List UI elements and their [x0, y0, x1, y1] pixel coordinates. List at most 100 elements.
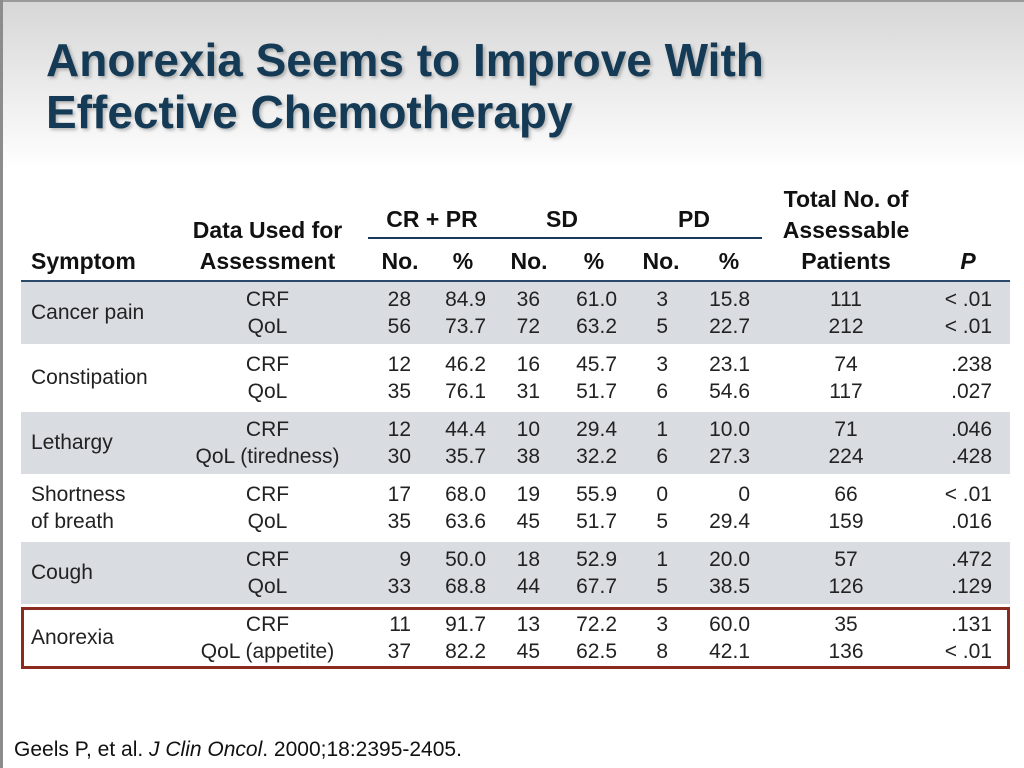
- cell-sd-pct: 72.2 62.5: [576, 611, 617, 665]
- cell-crpr-pct-qol: 35.7: [445, 445, 486, 468]
- cell-crpr-pct-crf: 44.4: [445, 418, 486, 441]
- cell-symptom: Constipation: [31, 364, 148, 391]
- reference-details: . 2000;18:2395-2405.: [262, 738, 462, 761]
- cell-sd-no-qol: 44: [516, 575, 540, 598]
- cell-p-value-crf: < .01: [944, 483, 992, 506]
- cell-pd-pct-crf: 23.1: [709, 353, 750, 376]
- cell-p-value: .046 .428: [951, 416, 992, 470]
- cell-pd-pct: 15.8 22.7: [709, 286, 750, 340]
- cell-symptom: Shortness of breath: [31, 481, 126, 535]
- cell-pd-no-qol: 5: [656, 575, 668, 598]
- cell-crpr-no-qol: 37: [387, 640, 411, 663]
- cell-symptom: Cough: [31, 559, 93, 586]
- header-group-sd: SD: [546, 206, 578, 232]
- cell-total-qol: 159: [828, 510, 864, 533]
- cell-p-value-qol: .129: [951, 575, 992, 598]
- cell-pd-no-qol: 5: [656, 510, 668, 533]
- cell-symptom: Cancer pain: [31, 299, 144, 326]
- header-sd-pct: %: [583, 248, 605, 274]
- table-row: Cough CRF QoL 9 33 50.0 68.8 18 44 52.9 67.7 1 5 20.0…: [21, 542, 1010, 604]
- table-row: Constipation CRF QoL 12 35 46.2 76.1 16 31 45.7 51…: [21, 347, 1010, 409]
- cell-pd-no-qol: 6: [656, 380, 668, 403]
- cell-data-used-crf: CRF: [245, 483, 290, 506]
- table-row: Anorexia CRF QoL (appetite) 11 37 91.7 82.2 13 4…: [21, 607, 1010, 669]
- cell-data-used: CRF QoL (tiredness): [180, 416, 355, 470]
- cell-p-value-crf: .046: [951, 418, 992, 441]
- cell-p-value-qol: .027: [951, 380, 992, 403]
- cell-total-crf: 35: [834, 613, 858, 636]
- cell-crpr-pct: 68.0 63.6: [445, 481, 486, 535]
- reference-citation: Geels P, et al. J Clin Oncol. 2000;18:23…: [14, 738, 462, 762]
- header-crpr-no: No.: [381, 248, 419, 274]
- cell-sd-pct: 29.4 32.2: [576, 416, 617, 470]
- table-row: Lethargy CRF QoL (tiredness) 12 30 44.4 35.7 10…: [21, 412, 1010, 474]
- cell-data-used: CRF QoL: [180, 546, 355, 600]
- cell-pd-no-qol: 8: [656, 640, 668, 663]
- cell-data-used: CRF QoL: [180, 286, 355, 340]
- cell-sd-no-qol: 72: [516, 315, 540, 338]
- cell-sd-no-qol: 45: [516, 640, 540, 663]
- cell-p-value-crf: .472: [951, 548, 992, 571]
- cell-crpr-no-crf: 28: [387, 288, 411, 311]
- cell-crpr-no-qol: 35: [387, 380, 411, 403]
- cell-crpr-no-crf: 12: [387, 418, 411, 441]
- cell-pd-no-crf: 3: [656, 613, 668, 636]
- cell-crpr-pct-qol: 82.2: [445, 640, 486, 663]
- cell-crpr-pct-qol: 68.8: [445, 575, 486, 598]
- cell-pd-pct-qol: 38.5: [709, 575, 750, 598]
- cell-symptom-line-1: Constipation: [31, 366, 148, 389]
- cell-data-used-qol: QoL: [247, 510, 288, 533]
- cell-total-crf: 57: [834, 548, 858, 571]
- header-data-used-line-1: Data Used for: [192, 217, 343, 243]
- cell-total-qol: 126: [828, 575, 864, 598]
- cell-total: 35 136: [796, 611, 896, 665]
- cell-pd-pct: 10.0 27.3: [709, 416, 750, 470]
- cell-sd-pct-qol: 62.5: [576, 640, 617, 663]
- cell-crpr-pct-crf: 68.0: [445, 483, 486, 506]
- cell-pd-pct: 60.0 42.1: [709, 611, 750, 665]
- cell-crpr-pct: 46.2 76.1: [445, 351, 486, 405]
- cell-pd-pct: 20.0 38.5: [709, 546, 750, 600]
- cell-sd-no-crf: 36: [516, 288, 540, 311]
- cell-data-used-crf: CRF: [245, 548, 290, 571]
- cell-p-value-qol: .428: [951, 445, 992, 468]
- cell-crpr-no: 12 35: [388, 351, 411, 405]
- cell-p-value-crf: .131: [951, 613, 992, 636]
- cell-pd-no-crf: 3: [656, 288, 668, 311]
- header-group-rule: [368, 237, 762, 239]
- cell-data-used-qol: QoL (appetite): [200, 640, 335, 663]
- cell-sd-pct-qol: 67.7: [576, 575, 617, 598]
- cell-sd-no-crf: 19: [516, 483, 540, 506]
- header-total-line-1: Total No. of: [783, 186, 909, 212]
- cell-pd-pct-crf: 20.0: [709, 548, 750, 571]
- cell-sd-pct-crf: 52.9: [576, 548, 617, 571]
- cell-sd-no: 36 72: [517, 286, 540, 340]
- header-sd-no: No.: [510, 248, 548, 274]
- cell-data-used: CRF QoL: [180, 481, 355, 535]
- cell-crpr-no-crf: 9: [399, 548, 411, 571]
- cell-p-value-qol: < .01: [944, 640, 992, 663]
- cell-sd-pct-crf: 29.4: [576, 418, 617, 441]
- cell-pd-pct: 0 29.4: [709, 481, 750, 535]
- cell-symptom-line-1: Shortness: [31, 483, 126, 506]
- cell-pd-pct-crf: 15.8: [709, 288, 750, 311]
- cell-sd-pct-crf: 72.2: [576, 613, 617, 636]
- cell-crpr-pct-qol: 76.1: [445, 380, 486, 403]
- header-crpr-pct: %: [452, 248, 474, 274]
- cell-crpr-no-qol: 56: [387, 315, 411, 338]
- cell-p-value-crf: < .01: [944, 288, 992, 311]
- cell-data-used-crf: CRF: [245, 288, 290, 311]
- cell-symptom-line-1: Cancer pain: [31, 301, 145, 324]
- cell-sd-pct-crf: 55.9: [576, 483, 617, 506]
- cell-p-value-qol: < .01: [944, 315, 992, 338]
- cell-total-qol: 117: [829, 380, 863, 403]
- cell-symptom: Anorexia: [31, 624, 114, 651]
- cell-sd-pct-qol: 51.7: [576, 510, 617, 533]
- cell-pd-no-crf: 1: [656, 548, 668, 571]
- cell-pd-no-crf: 0: [656, 483, 668, 506]
- cell-sd-pct: 52.9 67.7: [576, 546, 617, 600]
- cell-crpr-pct: 44.4 35.7: [445, 416, 486, 470]
- cell-data-used-qol: QoL: [247, 380, 288, 403]
